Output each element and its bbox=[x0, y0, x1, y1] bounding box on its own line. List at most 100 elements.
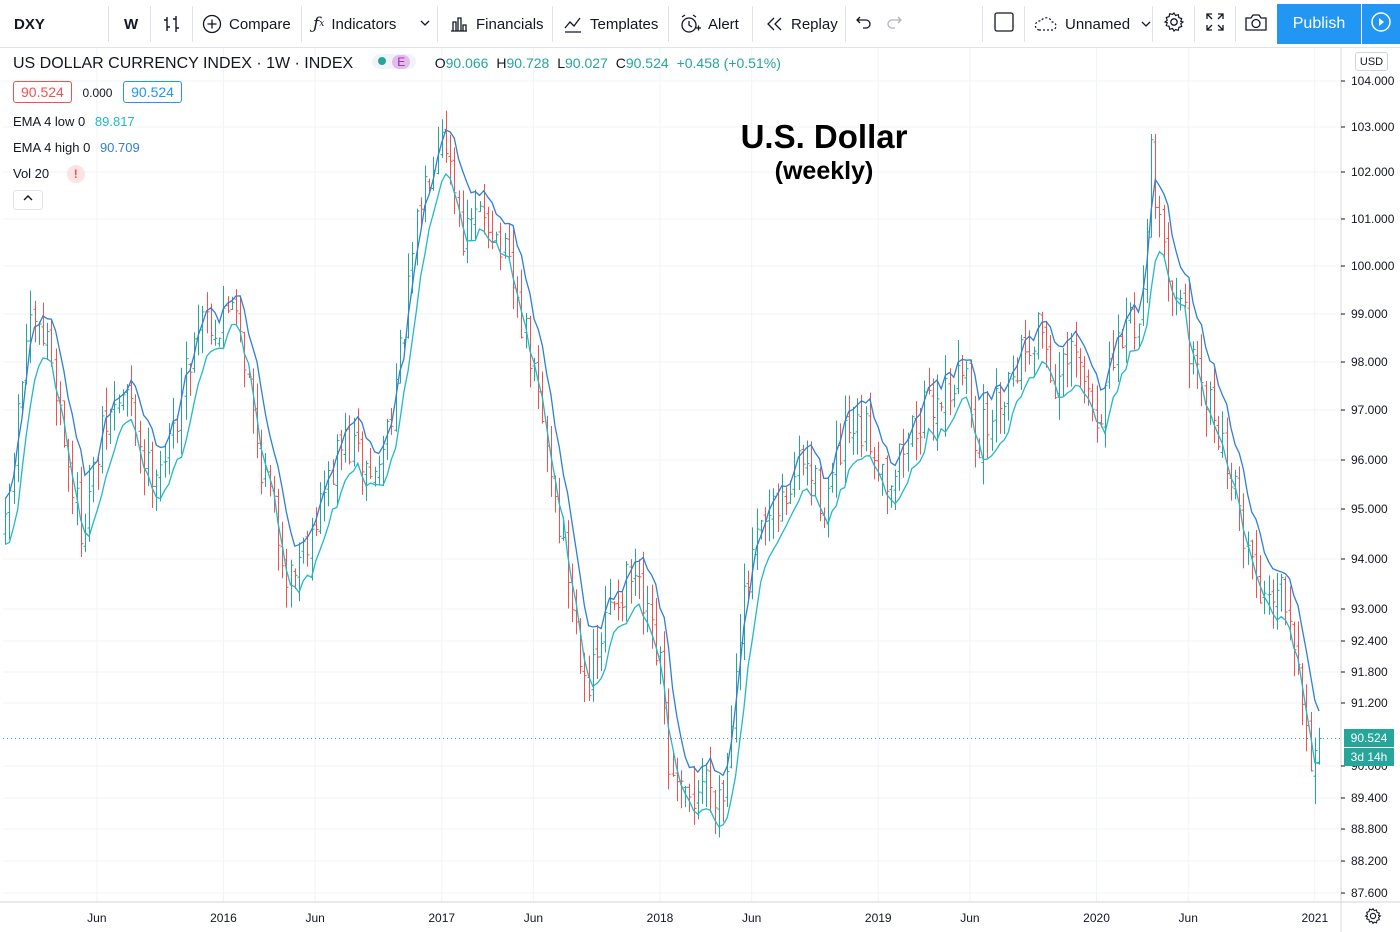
ohlc-bar bbox=[1271, 579, 1276, 629]
settings-button[interactable] bbox=[1163, 0, 1185, 48]
price-tick-label: 93.000 bbox=[1351, 602, 1388, 616]
collapse-legend-button[interactable] bbox=[13, 190, 43, 210]
ohlc-bar bbox=[1036, 312, 1041, 360]
rewind-icon bbox=[764, 14, 784, 34]
play-circle-icon bbox=[1370, 11, 1392, 38]
ohlc-bar bbox=[1069, 332, 1074, 387]
bar-chart-icon bbox=[449, 14, 469, 34]
ohlc-bar bbox=[608, 578, 613, 615]
ohlc-bar bbox=[612, 601, 617, 611]
ohlc-bar bbox=[234, 289, 239, 325]
ohlc-bar bbox=[158, 450, 163, 502]
ohlc-bar bbox=[1166, 222, 1171, 302]
chart-pane[interactable]: 104.000 103.000 102.000 101.000 100.000 99.00… bbox=[0, 48, 1400, 932]
price-tick-label: 104.000 bbox=[1351, 74, 1395, 88]
snapshot-button[interactable] bbox=[1244, 0, 1268, 48]
symbol-description: US DOLLAR CURRENCY INDEX · 1W · INDEX bbox=[13, 55, 354, 72]
square-icon bbox=[993, 11, 1015, 37]
ask-box[interactable]: 90.524 bbox=[123, 81, 182, 103]
ohlc-values: O90.066 H90.728 L90.027 C90.524 +0.458 (… bbox=[435, 55, 781, 71]
redo-icon bbox=[885, 13, 903, 35]
axis-settings-button[interactable] bbox=[1362, 907, 1384, 929]
bid-box[interactable]: 90.524 bbox=[13, 81, 72, 103]
layout-select-button[interactable] bbox=[993, 0, 1015, 48]
ohlc-bar bbox=[478, 201, 483, 213]
indicators-dropdown[interactable] bbox=[419, 0, 431, 48]
alert-button[interactable]: Alert bbox=[679, 0, 739, 48]
ohlc-bar bbox=[654, 598, 659, 666]
ohlc-bar bbox=[1044, 320, 1049, 368]
ohlc-bar bbox=[1132, 292, 1137, 350]
ohlc-bar bbox=[599, 632, 604, 672]
templates-button[interactable]: Templates bbox=[563, 0, 658, 48]
countdown-value: 3d 14h bbox=[1350, 750, 1388, 765]
ohlc-bar bbox=[1195, 340, 1200, 389]
ohlc-bar bbox=[595, 624, 600, 679]
plus-circle-icon bbox=[202, 14, 222, 34]
compare-label: Compare bbox=[229, 15, 291, 33]
ohlc-bar bbox=[406, 253, 411, 339]
ohlc-bar bbox=[750, 527, 755, 600]
redo-button[interactable] bbox=[885, 0, 903, 48]
ohlc-bar bbox=[1048, 335, 1053, 383]
ohlc-bar bbox=[704, 763, 709, 808]
price-chart[interactable]: 104.000 103.000 102.000 101.000 100.000 99.00… bbox=[0, 48, 1400, 932]
ohlc-bar bbox=[813, 464, 818, 497]
ohlc-bar bbox=[352, 417, 357, 467]
financials-button[interactable]: Financials bbox=[449, 0, 544, 48]
ohlc-bar bbox=[1095, 385, 1100, 443]
ema-high-legend[interactable]: EMA 4 high 0 90.709 bbox=[13, 140, 140, 155]
ohlc-bar bbox=[859, 394, 864, 458]
bar-style-button[interactable] bbox=[162, 0, 189, 48]
annotation-subtitle: (weekly) bbox=[774, 157, 874, 185]
publish-button[interactable]: Publish bbox=[1277, 4, 1361, 44]
ohlc-bar bbox=[318, 482, 323, 534]
price-tick-label: 95.000 bbox=[1351, 502, 1388, 516]
fullscreen-button[interactable] bbox=[1205, 0, 1225, 48]
ohlc-bar bbox=[767, 489, 772, 542]
ohlc-bar bbox=[1187, 283, 1192, 389]
volume-legend[interactable]: Vol 20 ! bbox=[13, 165, 85, 183]
price-tick-label: 102.000 bbox=[1351, 165, 1395, 179]
ohlc-bar bbox=[1090, 383, 1095, 422]
ohlc-bar bbox=[242, 331, 247, 388]
compare-button[interactable]: Compare bbox=[202, 0, 291, 48]
ohlc-bar bbox=[314, 507, 319, 536]
ohlc-bar bbox=[448, 134, 453, 185]
ohlc-bar bbox=[112, 381, 117, 431]
publish-menu-button[interactable] bbox=[1362, 4, 1400, 44]
ohlc-bar bbox=[633, 548, 638, 597]
ohlc-bar bbox=[855, 398, 860, 455]
ohlc-bar bbox=[922, 380, 927, 439]
ohlc-bar bbox=[918, 407, 923, 455]
ohlc-bar bbox=[872, 446, 877, 480]
ohlc-bar bbox=[889, 485, 894, 508]
ohlc-bar bbox=[385, 418, 390, 460]
currency-button[interactable]: USD bbox=[1355, 52, 1388, 71]
ohlc-bar bbox=[809, 441, 814, 506]
ohlc-bar bbox=[154, 469, 159, 511]
ohlc-bar bbox=[373, 466, 378, 487]
last-price-label: 90.524 bbox=[1344, 729, 1394, 748]
layout-name-button[interactable]: Unnamed bbox=[1032, 0, 1152, 48]
replay-button[interactable]: Replay bbox=[764, 0, 838, 48]
fullscreen-icon bbox=[1205, 12, 1225, 36]
undo-button[interactable] bbox=[855, 0, 873, 48]
legend-header: US DOLLAR CURRENCY INDEX · 1W · INDEX E … bbox=[13, 54, 781, 73]
bar-countdown-label: 3d 14h bbox=[1344, 748, 1394, 767]
time-tick-label: 2017 bbox=[428, 911, 455, 925]
interval-button[interactable]: W bbox=[124, 0, 138, 48]
ohlc-bar bbox=[1078, 348, 1083, 388]
ohlc-bar bbox=[721, 779, 726, 823]
ohlc-bar bbox=[1212, 368, 1217, 444]
change-value: +0.458 (+0.51%) bbox=[676, 55, 781, 71]
ohlc-bar bbox=[620, 592, 625, 622]
symbol-search[interactable]: DXY bbox=[14, 0, 45, 48]
ohlc-bar bbox=[444, 110, 449, 163]
ema-low-legend[interactable]: EMA 4 low 0 89.817 bbox=[13, 114, 135, 129]
templates-label: Templates bbox=[590, 15, 659, 33]
ohlc-bar bbox=[356, 408, 361, 452]
ohlc-bar bbox=[1220, 411, 1225, 458]
